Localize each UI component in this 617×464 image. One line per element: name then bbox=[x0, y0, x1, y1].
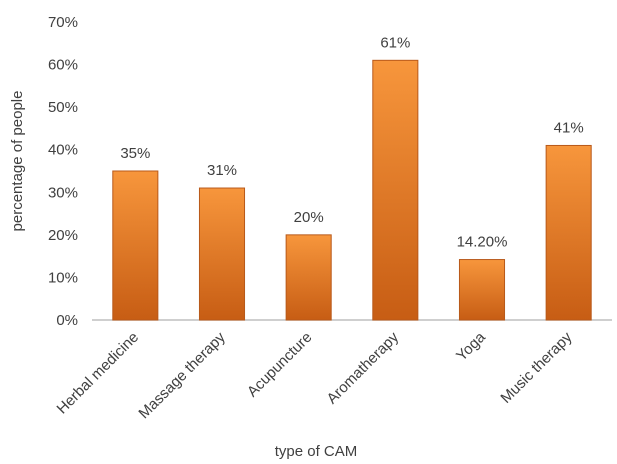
bar bbox=[458, 259, 506, 321]
x-tick-label: Acupuncture bbox=[244, 329, 316, 401]
x-tick-label: Music therapy bbox=[497, 328, 575, 406]
data-label: 61% bbox=[380, 34, 410, 51]
y-tick-label: 60% bbox=[48, 57, 78, 74]
y-tick-label: 50% bbox=[48, 99, 78, 116]
x-tick-label: Aromatherapy bbox=[324, 328, 403, 407]
x-axis-title: type of CAM bbox=[275, 443, 358, 460]
y-tick-label: 70% bbox=[48, 14, 78, 31]
x-tick-label: Yoga bbox=[453, 328, 489, 364]
x-tick-label: Massage therapy bbox=[135, 328, 229, 422]
data-label: 35% bbox=[120, 145, 150, 162]
y-axis-ticks: 0% 10% 20% 30% 40% 50% 60% 70% bbox=[48, 14, 78, 329]
bars bbox=[112, 59, 592, 321]
bar bbox=[372, 59, 419, 321]
data-label: 31% bbox=[207, 162, 237, 179]
bar bbox=[545, 144, 592, 321]
y-axis-title: percentage of people bbox=[9, 91, 26, 232]
bar bbox=[285, 234, 332, 321]
data-label: 14.20% bbox=[457, 234, 508, 251]
y-tick-label: 20% bbox=[48, 227, 78, 244]
bar bbox=[198, 187, 246, 321]
data-label: 20% bbox=[294, 209, 324, 226]
bar bbox=[112, 170, 159, 321]
y-tick-label: 40% bbox=[48, 142, 78, 159]
data-label: 41% bbox=[554, 119, 584, 136]
x-tick-label: Herbal medicine bbox=[53, 329, 142, 418]
y-tick-label: 10% bbox=[48, 269, 78, 286]
data-labels: 35% 31% 20% 61% 14.20% 41% bbox=[120, 34, 583, 250]
y-tick-label: 0% bbox=[56, 312, 78, 329]
y-tick-label: 30% bbox=[48, 184, 78, 201]
